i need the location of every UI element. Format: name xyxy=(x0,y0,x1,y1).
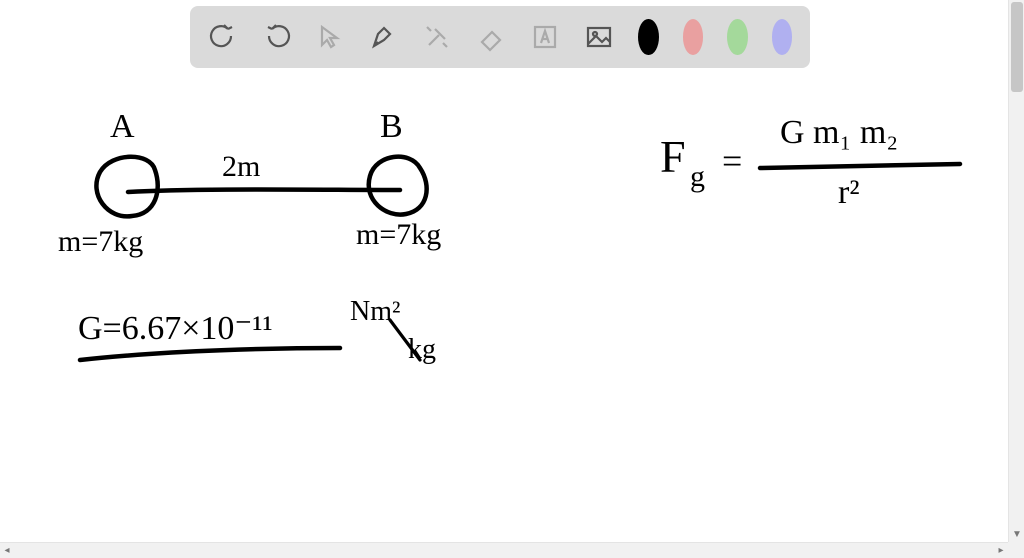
constant-underline xyxy=(80,348,340,360)
text-tool-button[interactable] xyxy=(530,20,560,54)
node-a-circle xyxy=(96,157,157,217)
redo-button[interactable] xyxy=(262,20,292,54)
whiteboard-app: A B 2m m=7kg m=7kg G=6.67×10⁻¹¹ Nm² kg F… xyxy=(0,0,1024,558)
connector-label: 2m xyxy=(222,150,260,184)
redo-icon xyxy=(262,22,292,52)
image-tool-button[interactable] xyxy=(584,20,614,54)
formula-lhs-sub: g xyxy=(690,160,705,194)
undo-button[interactable] xyxy=(208,20,238,54)
cursor-icon xyxy=(316,23,344,51)
undo-icon xyxy=(208,22,238,52)
eraser-tool-button[interactable] xyxy=(476,20,506,54)
formula-denominator: r² xyxy=(838,174,860,212)
node-b-circle xyxy=(369,157,427,215)
formula-equals: = xyxy=(722,140,742,182)
connector-line xyxy=(128,190,400,193)
color-swatch-black[interactable] xyxy=(638,19,659,55)
constant-units-denominator: kg xyxy=(408,334,436,366)
pen-tool-button[interactable] xyxy=(368,20,398,54)
horizontal-scrollbar[interactable]: ◂ ▸ xyxy=(0,542,1008,558)
color-swatch-green[interactable] xyxy=(727,19,748,55)
text-icon xyxy=(530,22,560,52)
node-b-label: B xyxy=(380,108,403,146)
node-a-label: A xyxy=(110,108,135,146)
color-swatch-blue[interactable] xyxy=(772,19,793,55)
drawing-canvas[interactable]: A B 2m m=7kg m=7kg G=6.67×10⁻¹¹ Nm² kg F… xyxy=(0,0,1008,542)
tools-icon xyxy=(422,22,452,52)
fraction-bar xyxy=(760,164,960,168)
toolbar xyxy=(190,6,810,68)
formula-numerator: G m₁ m₂ xyxy=(780,114,898,152)
gravitational-constant: G=6.67×10⁻¹¹ xyxy=(78,308,273,348)
scroll-right-arrow[interactable]: ▸ xyxy=(996,546,1006,556)
image-icon xyxy=(584,22,614,52)
scroll-down-arrow[interactable]: ▼ xyxy=(1012,530,1022,540)
scrollbar-corner xyxy=(1008,542,1024,558)
pen-icon xyxy=(368,22,398,52)
node-b-mass: m=7kg xyxy=(356,218,441,252)
node-a-mass: m=7kg xyxy=(58,225,143,259)
constant-units-numerator: Nm² xyxy=(350,296,400,328)
formula-lhs-main: F xyxy=(660,130,686,183)
scroll-left-arrow[interactable]: ◂ xyxy=(2,546,12,556)
vertical-scrollbar[interactable]: ▲ ▼ xyxy=(1008,0,1024,542)
vertical-scrollbar-thumb[interactable] xyxy=(1011,2,1023,92)
color-swatch-red[interactable] xyxy=(683,19,704,55)
tools-button[interactable] xyxy=(422,20,452,54)
ink-layer xyxy=(0,0,1008,542)
cursor-tool-button[interactable] xyxy=(316,20,344,54)
eraser-icon xyxy=(476,22,506,52)
